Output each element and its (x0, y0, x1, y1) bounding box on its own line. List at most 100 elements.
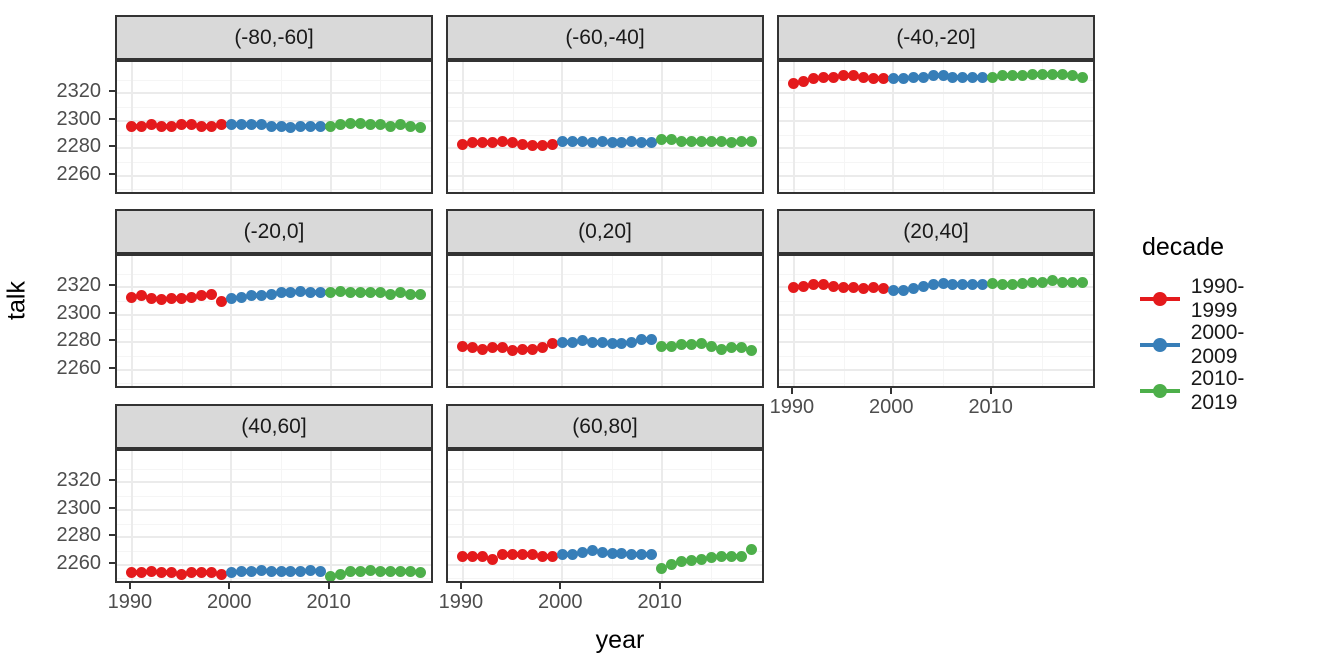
data-point (897, 284, 909, 296)
data-point (715, 343, 727, 355)
gridline-x-major (461, 451, 464, 581)
x-tick-label: 2010 (637, 591, 682, 613)
facet-panel (446, 254, 764, 388)
gridline-x-minor (843, 62, 845, 192)
data-point (927, 279, 939, 291)
data-point (867, 281, 879, 293)
data-point (295, 286, 307, 298)
gridline-y-minor (117, 301, 431, 303)
data-point (808, 72, 820, 84)
gridline-x-minor (711, 256, 713, 386)
facet-panel (446, 449, 764, 583)
data-point (686, 554, 697, 566)
gridline-y-major (779, 341, 1093, 344)
gridline-x-major (230, 256, 233, 386)
gridline-x-major (561, 451, 564, 581)
gridline-x-major (991, 256, 994, 386)
gridline-x-major (561, 256, 564, 386)
x-tick-mark (790, 388, 793, 394)
legend-item: 2010-2019 (1140, 367, 1258, 414)
gridline-y-major (779, 368, 1093, 371)
data-point (1007, 279, 1018, 291)
data-point (556, 336, 568, 348)
data-point (997, 70, 1009, 82)
data-point (156, 294, 168, 306)
data-point (686, 339, 697, 351)
data-point (695, 553, 707, 565)
gridline-y-major (779, 119, 1093, 122)
data-point (457, 550, 469, 562)
data-point (275, 287, 287, 299)
data-point (196, 290, 207, 302)
data-point (497, 549, 509, 561)
data-point (546, 338, 558, 349)
data-point (457, 340, 469, 352)
facet-strip: (0,20] (446, 209, 764, 254)
data-point (126, 567, 138, 579)
data-point (394, 287, 406, 299)
data-point (907, 283, 919, 295)
data-point (576, 335, 588, 347)
gridline-y-minor (448, 79, 762, 81)
data-point (1066, 276, 1078, 288)
data-point (848, 281, 859, 293)
gridline-x-minor (1042, 256, 1044, 386)
data-point (205, 288, 217, 300)
data-point (245, 565, 257, 577)
data-point (626, 336, 638, 348)
x-tick-mark (890, 388, 893, 394)
gridline-x-minor (943, 256, 944, 386)
gridline-x-major (991, 62, 994, 192)
gridline-x-major (329, 451, 332, 581)
data-point (176, 292, 188, 304)
data-point (126, 120, 138, 132)
data-point (507, 549, 519, 561)
data-point (275, 565, 287, 577)
gridline-x-minor (612, 256, 613, 386)
data-point (235, 291, 247, 303)
gridline-y-minor (779, 107, 1093, 109)
data-point (196, 120, 207, 132)
facet-panel (115, 449, 433, 583)
gridline-y-major (448, 368, 762, 371)
facet-strip-label: (60,80] (572, 414, 638, 438)
legend-title: decade (1142, 233, 1225, 261)
data-point (997, 279, 1009, 291)
data-point (987, 71, 999, 83)
data-point (225, 567, 237, 579)
legend-item: 1990-1999 (1140, 275, 1258, 322)
data-point (858, 71, 869, 83)
gridline-x-minor (281, 451, 282, 581)
data-point (305, 564, 317, 576)
gridline-y-minor (117, 550, 431, 552)
data-point (745, 344, 757, 356)
data-point (517, 343, 528, 355)
data-point (146, 292, 158, 304)
data-point (325, 571, 337, 581)
data-point (325, 287, 337, 299)
y-tick-mark (109, 339, 115, 342)
x-tick-mark (989, 388, 992, 394)
data-point (527, 549, 538, 561)
gridline-y-major (448, 119, 762, 122)
data-point (355, 118, 366, 129)
gridline-y-minor (448, 523, 762, 525)
data-point (225, 292, 237, 304)
data-point (136, 290, 148, 302)
facet-strip-label: (40,60] (241, 414, 307, 438)
data-point (606, 338, 618, 349)
gridline-x-major (660, 62, 663, 192)
data-point (487, 137, 499, 149)
data-point (374, 287, 386, 299)
data-point (725, 342, 737, 354)
gridline-x-major (792, 62, 795, 192)
gridline-x-major (130, 451, 133, 581)
data-point (818, 279, 830, 291)
x-tick-mark (559, 583, 562, 589)
gridline-x-major (561, 62, 564, 192)
data-point (838, 70, 850, 82)
facet-strip: (20,40] (777, 209, 1095, 254)
gridline-y-major (117, 147, 431, 150)
data-point (285, 565, 297, 577)
data-point (517, 138, 528, 150)
